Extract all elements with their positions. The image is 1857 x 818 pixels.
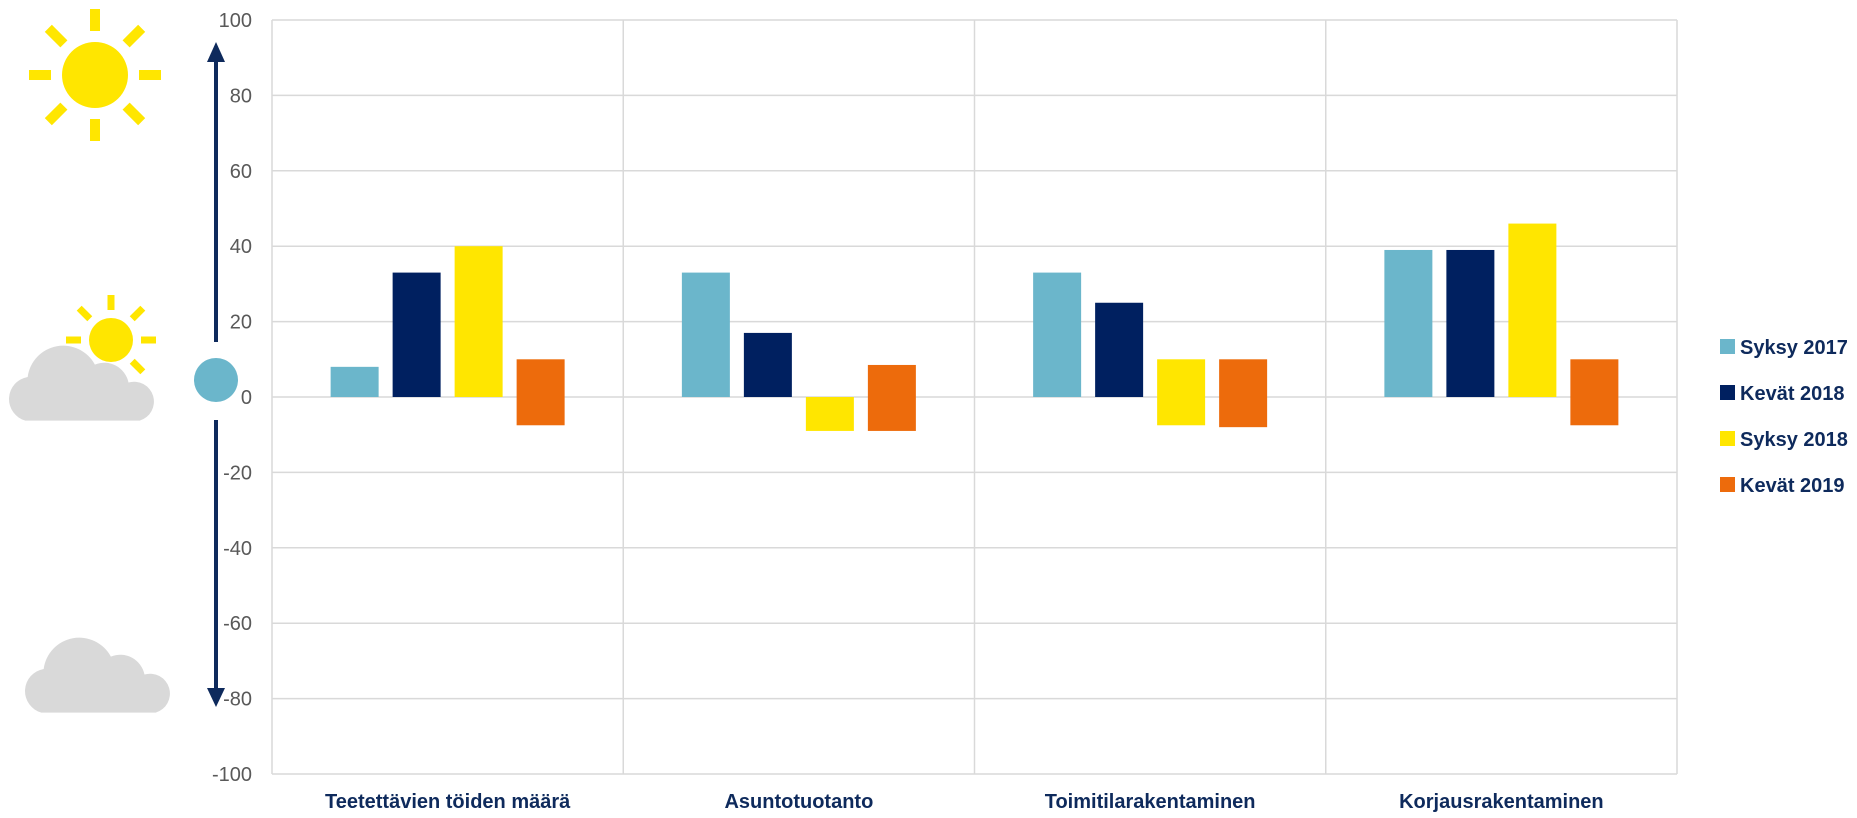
y-tick-label: -20	[223, 462, 252, 484]
bars-layer	[330, 223, 1619, 431]
y-tick-label: -60	[223, 613, 252, 635]
sun-disc	[89, 318, 133, 362]
legend-swatch	[1720, 477, 1735, 492]
cloud-icon	[25, 637, 170, 713]
sun-disc	[62, 42, 128, 108]
y-tick-label: 0	[241, 387, 252, 409]
legend-swatch	[1720, 339, 1735, 354]
sun-ray	[44, 24, 68, 48]
y-tick-label: 100	[219, 10, 252, 32]
bar-kevat-2018-asuntotuotanto	[743, 332, 792, 397]
y-tick-label: -100	[212, 764, 252, 786]
bar-syksy-2017-toimitilarakentaminen	[1033, 272, 1082, 397]
bar-kevat-2018-korjausrakentaminen	[1446, 249, 1495, 397]
legend-label: Kevät 2019	[1740, 475, 1845, 497]
category-label: Asuntotuotanto	[724, 791, 873, 813]
sun-icon	[29, 9, 161, 141]
cloud-shape	[25, 637, 170, 713]
legend-swatch	[1720, 431, 1735, 446]
sun-cloud-icon	[9, 345, 154, 421]
category-label: Toimitilarakentaminen	[1045, 791, 1256, 813]
y-tick-label: 40	[230, 236, 252, 258]
arrow-up-icon	[207, 42, 225, 62]
bar-syksy-2017-korjausrakentaminen	[1384, 249, 1433, 397]
bar-kevat-2019-asuntotuotanto	[867, 364, 916, 431]
legend-swatch	[1720, 385, 1735, 400]
bar-kevat-2018-toimitilarakentaminen	[1095, 302, 1144, 397]
category-label: Teetettävien töiden määrä	[325, 791, 571, 813]
sun-ray	[129, 358, 146, 375]
bar-kevat-2019-toimitilarakentaminen	[1219, 359, 1268, 428]
sun-ray	[122, 102, 146, 126]
y-tick-label: 20	[230, 312, 252, 334]
bar-kevat-2019-korjausrakentaminen	[1570, 359, 1619, 426]
arrow-down-icon	[207, 688, 225, 707]
category-label: Korjausrakentaminen	[1399, 791, 1604, 813]
bar-syksy-2018-teetettavien-toiden-maara	[454, 246, 503, 397]
y-tick-label: 80	[230, 85, 252, 107]
sun-ray	[76, 305, 93, 322]
bar-syksy-2018-asuntotuotanto	[805, 397, 854, 431]
weather-indicator	[9, 9, 238, 713]
zero-marker	[194, 358, 238, 402]
sun-ray	[129, 305, 146, 322]
bar-syksy-2018-korjausrakentaminen	[1508, 223, 1557, 397]
y-tick-label: -80	[223, 689, 252, 711]
bar-syksy-2017-teetettavien-toiden-maara	[330, 366, 379, 397]
bar-syksy-2018-toimitilarakentaminen	[1157, 359, 1206, 426]
grid-layer	[271, 19, 1678, 775]
y-tick-label: -40	[223, 538, 252, 560]
y-tick-label: 60	[230, 161, 252, 183]
bar-syksy-2017-asuntotuotanto	[681, 272, 730, 397]
bar-kevat-2018-teetettavien-toiden-maara	[392, 272, 441, 397]
cloud-shape	[9, 345, 154, 421]
legend-label: Kevät 2018	[1740, 383, 1845, 405]
y-tick-labels: 100 80 60 40 20 0 -20 -40 -60 -80 -100	[212, 10, 252, 786]
legend-label: Syksy 2018	[1740, 429, 1848, 451]
legend-label: Syksy 2017	[1740, 337, 1848, 359]
legend: Syksy 2017 Kevät 2018 Syksy 2018 Kevät 2019	[1720, 337, 1848, 497]
sun-ray	[122, 24, 146, 48]
bar-kevat-2019-teetettavien-toiden-maara	[516, 359, 565, 426]
category-labels: Teetettävien töiden määrä Asuntotuotanto T…	[325, 791, 1604, 813]
sun-ray	[44, 102, 68, 126]
